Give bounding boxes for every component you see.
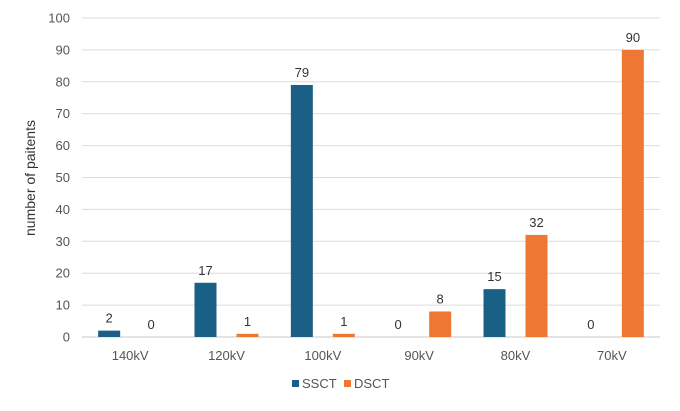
legend-swatch-ssct (292, 380, 299, 387)
x-tick-label: 70kV (597, 348, 627, 363)
x-tick-label: 120kV (208, 348, 245, 363)
x-tick-label: 140kV (112, 348, 149, 363)
legend-label-ssct: SSCT (302, 376, 337, 391)
y-tick-label: 60 (56, 138, 70, 153)
bar-ssct-100kv (290, 84, 313, 338)
legend: SSCT DSCT (292, 376, 389, 391)
data-label-ssct-70kv: 0 (587, 317, 594, 332)
data-labels: 2 0 17 1 79 1 0 8 15 32 0 90 (106, 30, 641, 332)
y-tick-label: 100 (48, 11, 70, 26)
y-tick-label: 50 (56, 170, 70, 185)
data-label-dsct-90kv: 8 (437, 291, 444, 306)
data-label-ssct-100kv: 79 (295, 65, 309, 80)
y-axis-label: number of paitents (22, 120, 38, 236)
bar-dsct-70kv (621, 49, 644, 338)
y-tick-label: 90 (56, 42, 70, 57)
y-tick-label: 30 (56, 234, 70, 249)
bar-dsct-120kv (236, 333, 259, 337)
legend-label-dsct: DSCT (354, 376, 389, 391)
x-tick-label: 90kV (404, 348, 434, 363)
data-label-ssct-80kv: 15 (487, 269, 501, 284)
bar-dsct-90kv (429, 311, 452, 337)
y-tick-label: 80 (56, 74, 70, 89)
data-label-dsct-140kv: 0 (148, 317, 155, 332)
bars (98, 49, 644, 338)
legend-swatch-dsct (344, 380, 351, 387)
data-label-ssct-90kv: 0 (395, 317, 402, 332)
bar-ssct-80kv (483, 289, 506, 337)
data-label-dsct-100kv: 1 (340, 314, 347, 329)
data-label-dsct-70kv: 90 (626, 30, 640, 45)
data-label-dsct-120kv: 1 (244, 314, 251, 329)
bar-dsct-80kv (525, 234, 548, 337)
x-tick-label: 80kV (501, 348, 531, 363)
data-label-ssct-140kv: 2 (106, 311, 113, 326)
bar-ssct-120kv (194, 282, 217, 337)
data-label-dsct-80kv: 32 (529, 215, 543, 230)
y-tick-label: 70 (56, 106, 70, 121)
bar-dsct-100kv (332, 333, 355, 337)
y-tick-label: 0 (63, 330, 70, 345)
y-tick-label: 10 (56, 298, 70, 313)
bar-ssct-140kv (98, 330, 121, 337)
y-axis-ticks: 0 10 20 30 40 50 60 70 80 90 100 (48, 11, 70, 345)
x-axis-ticks: 140kV 120kV 100kV 90kV 80kV 70kV (112, 348, 627, 363)
data-label-ssct-120kv: 17 (198, 263, 212, 278)
gridlines (82, 17, 660, 338)
x-tick-label: 100kV (304, 348, 341, 363)
y-tick-label: 20 (56, 266, 70, 281)
y-tick-label: 40 (56, 202, 70, 217)
